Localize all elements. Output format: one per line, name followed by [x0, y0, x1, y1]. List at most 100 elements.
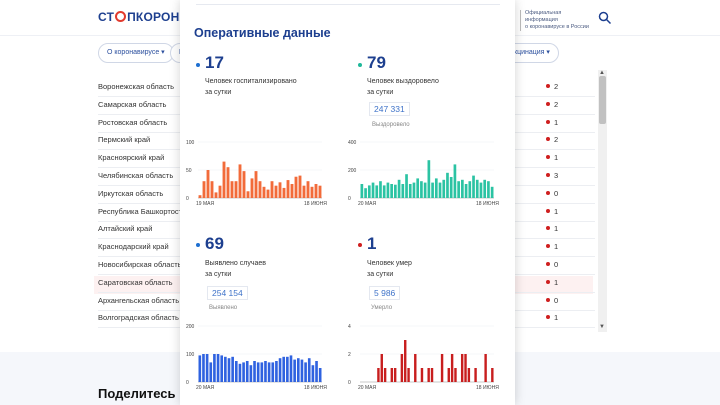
chart-bar[interactable] — [256, 362, 260, 382]
chart-bar[interactable] — [253, 361, 256, 382]
chart-bar[interactable] — [264, 361, 267, 382]
chart-bar[interactable] — [254, 171, 258, 198]
chart-bar[interactable] — [427, 368, 430, 382]
chart-bar[interactable] — [440, 354, 444, 382]
chart-bar[interactable] — [461, 179, 464, 198]
chart-bar[interactable] — [483, 179, 487, 198]
chart-bar[interactable] — [408, 184, 412, 198]
chart-bar[interactable] — [468, 181, 472, 198]
chart-bar[interactable] — [202, 354, 205, 382]
chart-bar[interactable] — [318, 368, 322, 382]
chart-bar[interactable] — [453, 164, 457, 198]
chart-bar[interactable] — [246, 191, 250, 198]
chart-bar[interactable] — [427, 160, 431, 198]
chart-bar[interactable] — [209, 362, 213, 382]
chart-bar[interactable] — [278, 358, 282, 382]
chart-bar[interactable] — [266, 189, 270, 198]
scroll-down-icon[interactable]: ▼ — [599, 324, 605, 330]
chart-bar[interactable] — [423, 182, 427, 198]
chart-bar[interactable] — [307, 358, 311, 382]
chart-bar[interactable] — [449, 177, 453, 198]
chart-bar[interactable] — [390, 368, 394, 382]
chart-bar[interactable] — [475, 179, 479, 198]
chart-bar[interactable] — [360, 184, 364, 198]
chart-bar[interactable] — [383, 368, 387, 382]
chart-bar[interactable] — [206, 170, 210, 198]
chart-bar[interactable] — [430, 368, 434, 382]
chart-bar[interactable] — [405, 174, 408, 198]
chart-bar[interactable] — [364, 188, 367, 198]
chart-bar[interactable] — [205, 354, 209, 382]
chart-bar[interactable] — [367, 185, 371, 198]
chart-bar[interactable] — [382, 185, 386, 198]
chart-bar[interactable] — [245, 361, 249, 382]
chart-bar[interactable] — [479, 182, 483, 198]
chart-bar[interactable] — [231, 356, 234, 382]
chart-bar[interactable] — [491, 368, 494, 382]
chart-bar[interactable] — [412, 182, 416, 198]
chart-bar[interactable] — [450, 354, 454, 382]
scrollbar-track[interactable] — [598, 70, 607, 332]
chart-bar[interactable] — [238, 363, 242, 382]
chart-bar[interactable] — [214, 192, 218, 198]
chart-bar[interactable] — [487, 181, 490, 198]
scrollbar-thumb[interactable] — [599, 76, 606, 124]
chart-bar[interactable] — [270, 181, 274, 198]
chart-bar[interactable] — [210, 181, 214, 198]
chart-bar[interactable] — [397, 179, 401, 198]
chart-bar[interactable] — [431, 182, 434, 198]
chart-bar[interactable] — [386, 182, 390, 198]
chart-bar[interactable] — [249, 365, 253, 382]
chart-bar[interactable] — [260, 362, 264, 382]
chart-bar[interactable] — [394, 184, 397, 198]
chart-bar[interactable] — [293, 359, 296, 382]
chart-bar[interactable] — [262, 186, 266, 198]
site-logo[interactable]: СТ ПКОРОНАВ — [98, 10, 198, 24]
chart-bar[interactable] — [442, 179, 446, 198]
chart-bar[interactable] — [414, 354, 417, 382]
chart-bar[interactable] — [314, 184, 318, 198]
chart-bar[interactable] — [290, 184, 294, 198]
chart-bar[interactable] — [390, 184, 393, 198]
chart-bar[interactable] — [242, 362, 245, 382]
chart-bar[interactable] — [420, 368, 424, 382]
chart-bar[interactable] — [298, 175, 302, 198]
chart-bar[interactable] — [464, 184, 468, 198]
chart-bar[interactable] — [371, 182, 375, 198]
chart-bar[interactable] — [274, 185, 278, 198]
chart-bar[interactable] — [420, 181, 423, 198]
nav-about-button[interactable]: О коронавирусе ▾ — [98, 43, 174, 63]
chart-bar[interactable] — [267, 362, 271, 382]
chart-bar[interactable] — [289, 355, 293, 382]
chart-bar[interactable] — [216, 354, 220, 382]
chart-bar[interactable] — [302, 185, 306, 198]
search-icon[interactable] — [598, 11, 612, 25]
chart-bar[interactable] — [464, 354, 467, 382]
chart-bar[interactable] — [490, 186, 494, 198]
chart-bar[interactable] — [286, 356, 289, 382]
chart-bar[interactable] — [294, 176, 298, 198]
chart-bar[interactable] — [220, 355, 224, 382]
scroll-up-icon[interactable]: ▲ — [599, 70, 605, 76]
chart-bar[interactable] — [416, 178, 420, 198]
chart-bar[interactable] — [224, 356, 227, 382]
chart-bar[interactable] — [271, 362, 275, 382]
chart-bar[interactable] — [454, 368, 457, 382]
chart-bar[interactable] — [218, 185, 222, 198]
chart-bar[interactable] — [282, 356, 286, 382]
chart-bar[interactable] — [258, 181, 262, 198]
chart-bar[interactable] — [238, 164, 242, 198]
chart-bar[interactable] — [460, 354, 464, 382]
chart-bar[interactable] — [306, 181, 310, 198]
chart-bar[interactable] — [447, 368, 450, 382]
chart-bar[interactable] — [472, 175, 475, 198]
chart-bar[interactable] — [400, 354, 404, 382]
chart-bar[interactable] — [380, 354, 383, 382]
chart-bar[interactable] — [230, 181, 234, 198]
chart-bar[interactable] — [393, 368, 397, 382]
chart-bar[interactable] — [467, 368, 471, 382]
chart-bar[interactable] — [315, 361, 318, 382]
chart-bar[interactable] — [202, 181, 206, 198]
chart-bar[interactable] — [213, 354, 216, 382]
chart-bar[interactable] — [434, 178, 438, 198]
